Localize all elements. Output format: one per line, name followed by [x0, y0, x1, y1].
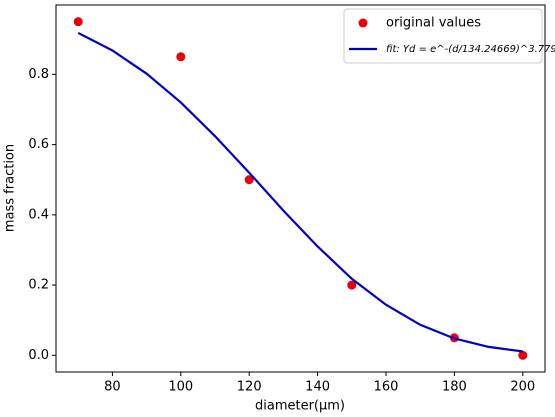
y-tick-label: 0.2	[28, 278, 49, 293]
data-point	[347, 280, 357, 290]
legend-marker	[358, 18, 368, 28]
data-point	[176, 52, 186, 62]
x-tick-label: 180	[442, 380, 467, 395]
x-tick-label: 80	[104, 380, 121, 395]
data-point	[73, 17, 83, 27]
fit-line	[77, 31, 523, 353]
legend-label: fit: Yd = e^-(d/134.24669)^3.77940	[386, 44, 555, 55]
x-axis-label: diameter(μm)	[255, 399, 345, 414]
plot-frame	[55, 4, 546, 373]
legend-label: original values	[386, 16, 481, 31]
data-point	[518, 350, 528, 360]
x-tick-label: 200	[510, 380, 535, 395]
y-axis-label: mass fraction	[3, 144, 18, 232]
x-tick-label: 120	[237, 380, 262, 395]
x-tick-label: 160	[374, 380, 399, 395]
x-tick-label: 100	[168, 380, 193, 395]
y-tick-label: 0.6	[28, 137, 49, 152]
y-tick-label: 0.8	[28, 67, 49, 82]
y-tick-label: 0.4	[28, 207, 49, 222]
x-tick-label: 140	[305, 380, 330, 395]
data-point	[244, 175, 254, 185]
y-tick-label: 0.0	[28, 348, 49, 363]
legend-box	[343, 8, 543, 64]
